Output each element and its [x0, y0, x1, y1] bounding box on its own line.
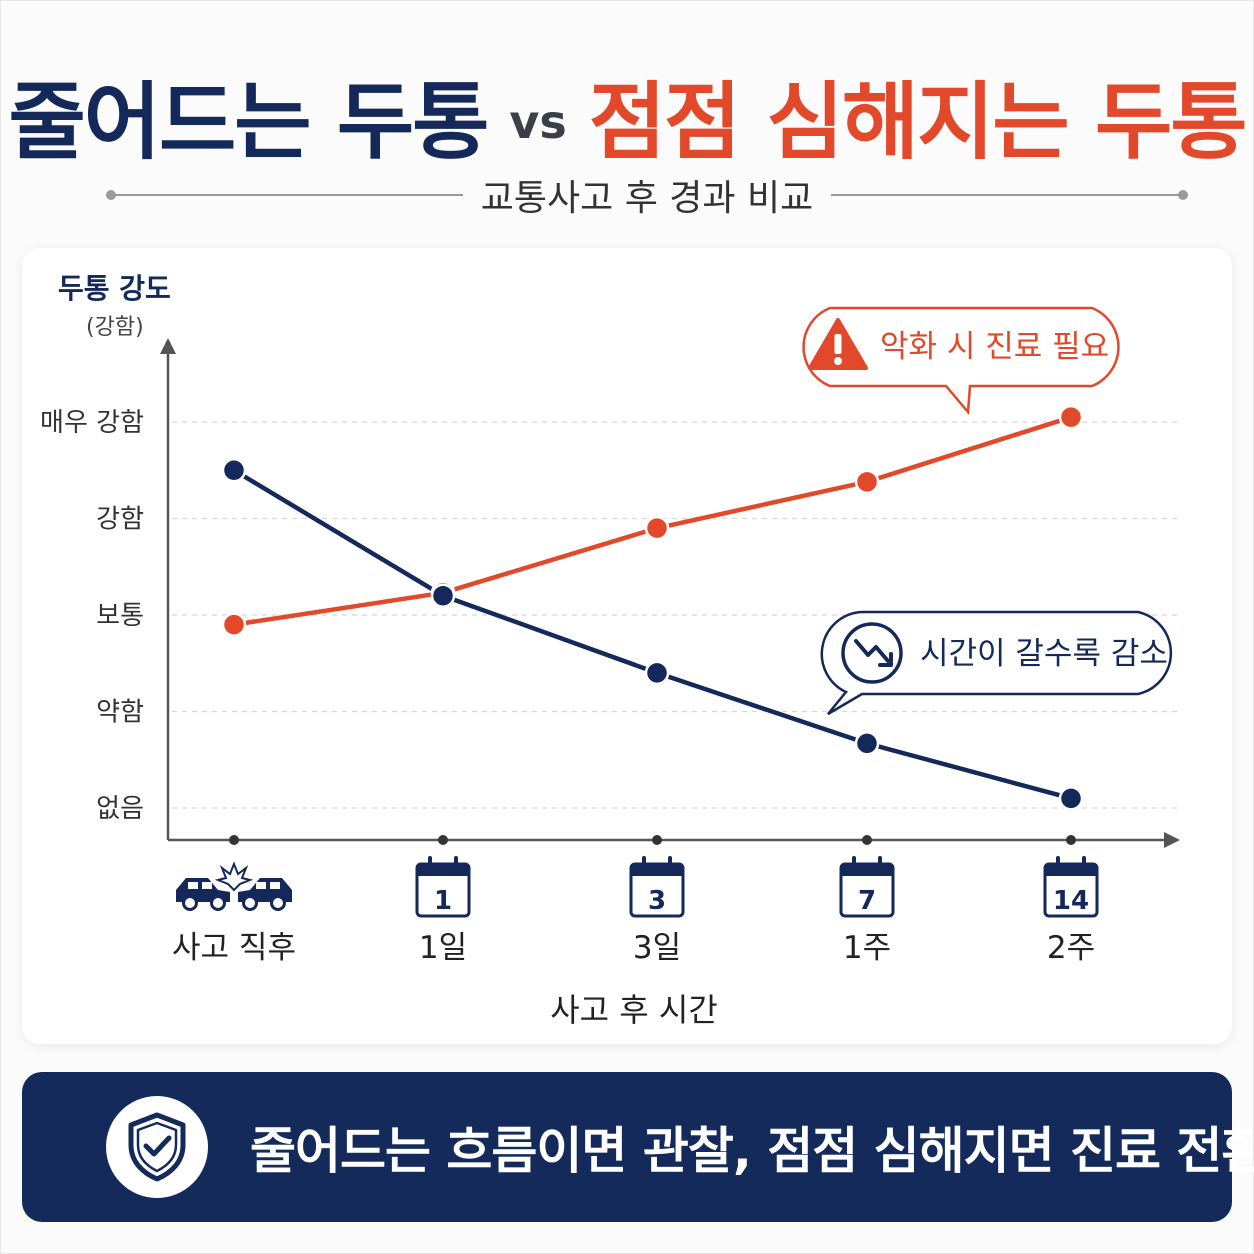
series-point-0	[1058, 404, 1084, 430]
calendar-header	[1045, 864, 1097, 876]
car-window	[256, 882, 266, 889]
car-crash-icon	[176, 861, 292, 911]
x-axis-title: 사고 후 시간	[550, 991, 718, 1029]
calendar-number: 1	[434, 886, 452, 916]
trend-arrowhead	[878, 652, 893, 667]
x-tick-dot	[438, 835, 448, 845]
x-tick-dot	[229, 835, 239, 845]
title-worsening: 점점 심해지는 두통	[588, 72, 1248, 171]
footer-message: 줄어드는 흐름이면 관찰, 점점 심해지면 진료 전환	[250, 1122, 1254, 1180]
y-tick-label: 약함	[96, 698, 144, 728]
car-wheel	[242, 895, 258, 911]
subtitle-divider-left	[106, 190, 463, 200]
callout-bubble	[802, 306, 1120, 416]
x-tick-label: 사고 직후	[172, 930, 296, 966]
x-tick-label: 1일	[419, 930, 467, 966]
x-axis-arrow	[1164, 832, 1180, 848]
calendar-header	[631, 864, 683, 876]
warning-mark	[834, 334, 842, 354]
trend-down-icon	[841, 622, 903, 684]
shield-badge	[106, 1096, 208, 1198]
x-tick-label: 1주	[843, 930, 891, 966]
callout-worsening: 악화 시 진료 필요	[802, 306, 1120, 416]
calendar-icon: 14	[1043, 856, 1099, 918]
series-point-1	[644, 660, 670, 686]
x-tick-label: 2주	[1047, 930, 1095, 966]
x-tick-dot	[1066, 835, 1076, 845]
series-point-1	[221, 458, 247, 483]
calendar-icon: 1	[415, 856, 471, 918]
callout-decreasing: 시간이 갈수록 감소	[820, 610, 1173, 716]
headache-chart: 없음 약함 보통 강함 매우 강함 두통 강도 (강함) 사고 직후 1 1일 3 3일 7 1주 14 2주…	[40, 272, 1180, 1029]
calendar-icon: 3	[629, 856, 685, 918]
subtitle-row: 교통사고 후 경과 비교	[106, 168, 1188, 222]
car-wheel	[182, 895, 198, 911]
y-tick-label: 매우 강함	[40, 408, 144, 438]
callout-bubble	[820, 610, 1173, 716]
title-decreasing: 줄어드는 두통	[8, 72, 489, 171]
calendar-number: 14	[1053, 886, 1089, 916]
calendar-header	[417, 864, 469, 876]
series-point-1	[430, 583, 456, 608]
subtitle: 교통사고 후 경과 비교	[480, 178, 814, 219]
y-tick-label: 없음	[96, 794, 144, 824]
x-tick-dot	[862, 835, 872, 845]
series-point-0	[854, 469, 880, 495]
car-window	[202, 882, 212, 889]
calendar-number: 7	[858, 886, 876, 916]
subtitle-divider-right	[831, 190, 1188, 200]
calendar-icon: 7	[839, 856, 895, 918]
series-point-1	[1058, 786, 1084, 811]
trend-line	[854, 639, 890, 663]
car-window	[270, 882, 280, 889]
page-title: 줄어드는 두통 vs 점점 심해지는 두통	[0, 60, 1254, 171]
calendar-number: 3	[648, 886, 666, 916]
y-axis-arrow	[160, 338, 176, 354]
series-point-1	[854, 731, 880, 756]
footer-banner: 줄어드는 흐름이면 관찰, 점점 심해지면 진료 전환	[22, 1072, 1254, 1222]
y-tick-label: 강함	[96, 505, 144, 535]
y-tick-label: 보통	[96, 601, 144, 631]
y-axis-title: 두통 강도	[58, 272, 171, 305]
calendar-header	[841, 864, 893, 876]
car-wheel	[270, 895, 286, 911]
car-wheel	[210, 895, 226, 911]
series-point-0	[221, 612, 247, 637]
warning-icon	[808, 318, 868, 370]
callout-text: 시간이 갈수록 감소	[920, 636, 1168, 672]
shield-check-icon	[128, 1112, 186, 1182]
title-vs: vs	[509, 95, 567, 149]
y-axis-subtitle: (강함)	[86, 315, 144, 340]
series-point-0	[644, 515, 670, 541]
car-window	[188, 882, 198, 889]
callout-text: 악화 시 진료 필요	[880, 329, 1109, 365]
warning-dot	[834, 357, 842, 365]
x-tick-label: 3일	[633, 930, 681, 966]
x-tick-dot	[652, 835, 662, 845]
crash-burst	[214, 861, 254, 892]
